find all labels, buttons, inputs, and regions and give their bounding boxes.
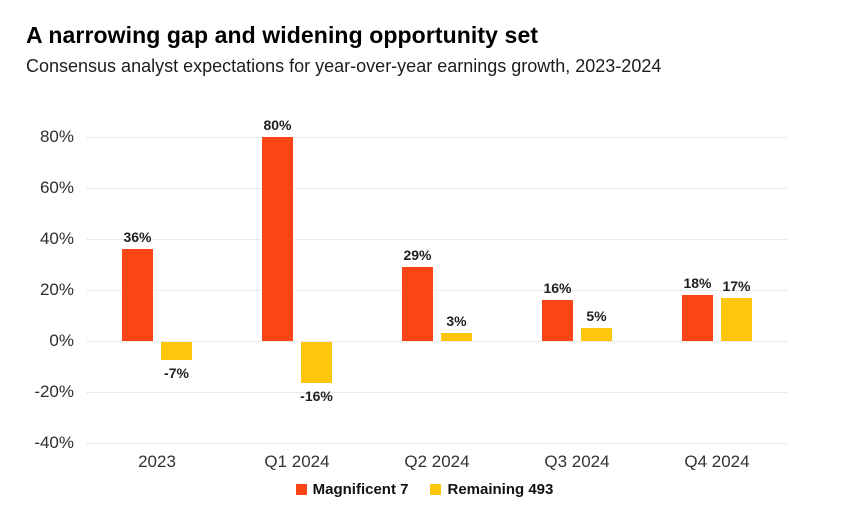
- legend-swatch: [295, 484, 307, 495]
- chart-subtitle: Consensus analyst expectations for year-…: [26, 56, 662, 76]
- legend-swatch: [430, 484, 442, 495]
- bar-remaining-493: [581, 328, 612, 341]
- x-axis-category-label: Q1 2024: [264, 452, 330, 471]
- bar-magnificent-7: [402, 267, 433, 341]
- bar-value-label: 16%: [543, 280, 572, 297]
- bar-value-label: -16%: [300, 387, 333, 404]
- bar-value-label: -7%: [164, 364, 189, 381]
- bar-magnificent-7: [542, 300, 573, 341]
- gridline: [87, 239, 787, 240]
- y-axis-tick-label: 60%: [39, 178, 74, 197]
- bar-magnificent-7: [122, 249, 153, 341]
- x-axis-category-label: Q4 2024: [684, 452, 750, 471]
- bar-magnificent-7: [682, 295, 713, 341]
- legend-label: Remaining 493: [447, 481, 554, 498]
- bar-value-label: 18%: [683, 275, 712, 292]
- gridline: [87, 137, 787, 138]
- legend-item: Remaining 493: [430, 481, 553, 498]
- legend-label: Magnificent 7: [312, 481, 409, 498]
- x-axis-category-label: 2023: [138, 452, 176, 471]
- bar-magnificent-7: [262, 137, 293, 341]
- legend-item: Magnificent 7: [295, 481, 409, 498]
- y-axis-tick-label: -40%: [34, 433, 74, 452]
- bar-remaining-493: [301, 342, 332, 383]
- gridline: [87, 290, 787, 291]
- y-axis-tick-label: 0%: [49, 331, 74, 350]
- bar-remaining-493: [721, 297, 752, 341]
- bar-value-label: 5%: [586, 308, 607, 325]
- x-axis-category-label: Q3 2024: [544, 452, 610, 471]
- bar-remaining-493: [161, 342, 192, 360]
- y-axis-tick-label: 40%: [39, 229, 74, 248]
- chart-legend: Magnificent 7 Remaining 493: [0, 481, 849, 498]
- gridline: [87, 443, 787, 444]
- bar-value-label: 29%: [403, 247, 432, 264]
- bar-value-label: 36%: [123, 229, 152, 246]
- bar-value-label: 17%: [722, 277, 751, 294]
- bar-remaining-493: [441, 333, 472, 341]
- x-axis-category-label: Q2 2024: [404, 452, 470, 471]
- y-axis-tick-label: -20%: [34, 382, 74, 401]
- y-axis-tick-label: 20%: [39, 280, 74, 299]
- gridline: [87, 341, 787, 342]
- gridline: [87, 188, 787, 189]
- chart-title: A narrowing gap and widening opportunity…: [26, 22, 539, 48]
- bar-value-label: 80%: [263, 117, 292, 133]
- gridline: [87, 392, 787, 393]
- y-axis-tick-label: 80%: [39, 127, 74, 146]
- bar-value-label: 3%: [446, 313, 467, 330]
